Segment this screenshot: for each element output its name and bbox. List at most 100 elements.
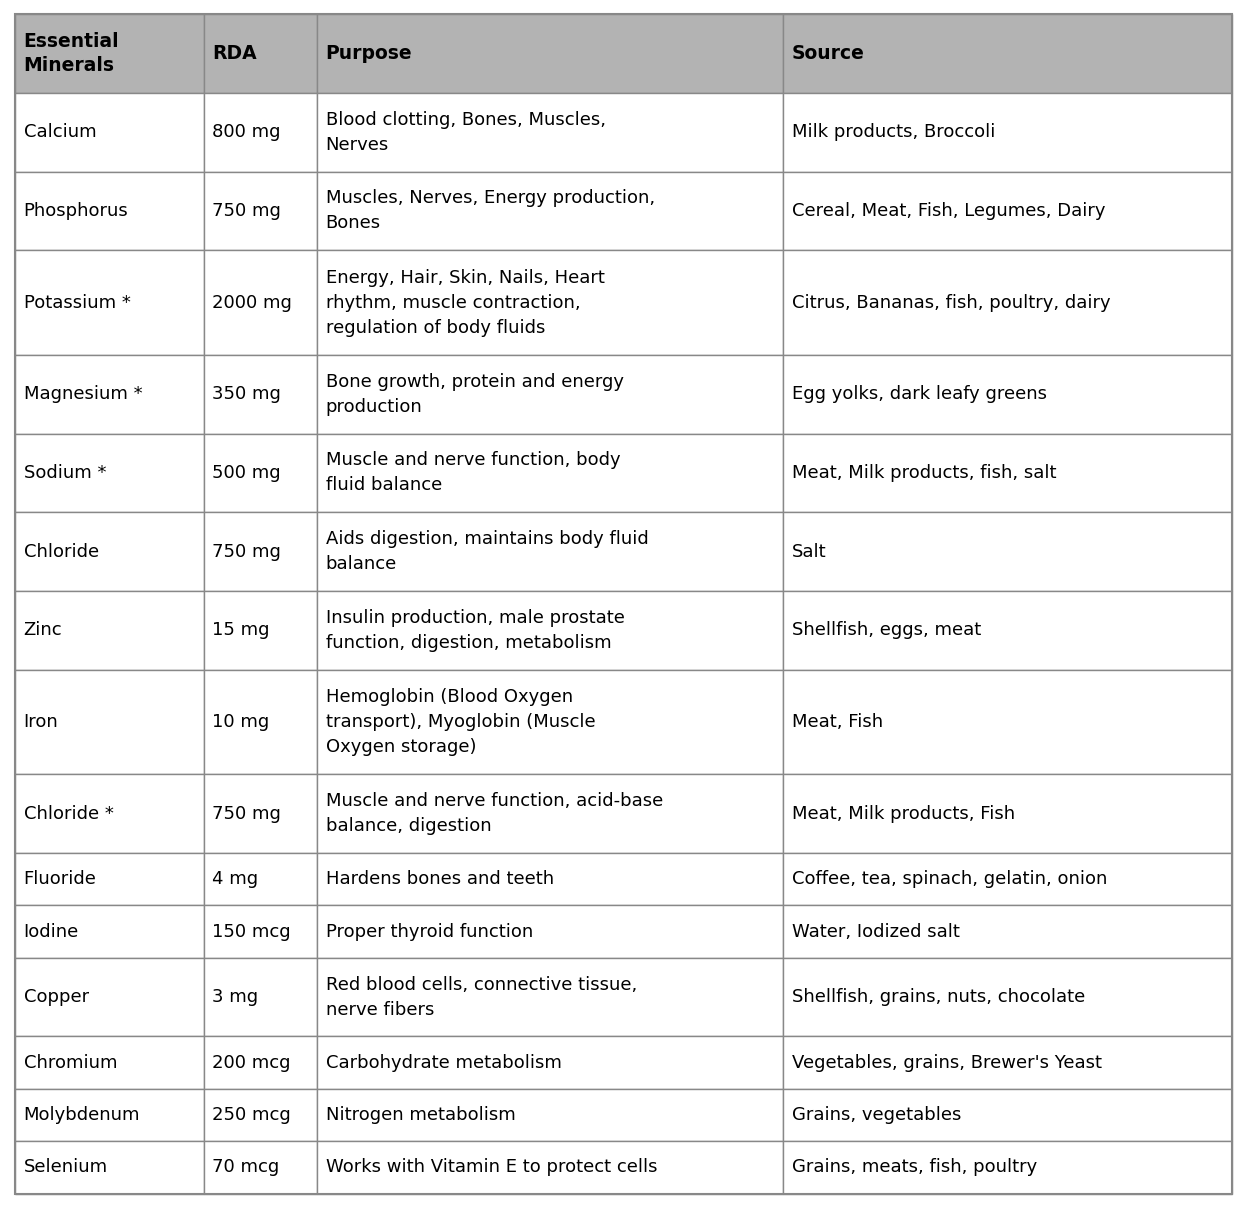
Bar	[317, 958, 783, 1036]
Text: 750 mg: 750 mg	[212, 202, 282, 220]
Bar	[15, 853, 203, 905]
Bar	[203, 591, 317, 669]
Bar	[15, 1088, 203, 1142]
Text: Sodium *: Sodium *	[24, 464, 106, 482]
Text: Red blood cells, connective tissue,
nerve fibers: Red blood cells, connective tissue, nerv…	[325, 976, 637, 1018]
Bar	[15, 905, 203, 958]
Text: Aids digestion, maintains body fluid
balance: Aids digestion, maintains body fluid bal…	[325, 530, 648, 573]
Text: Potassium *: Potassium *	[24, 294, 131, 312]
Bar	[783, 434, 1232, 512]
Bar	[317, 14, 783, 93]
Text: Nitrogen metabolism: Nitrogen metabolism	[325, 1105, 515, 1123]
Bar	[317, 669, 783, 774]
Bar	[203, 774, 317, 853]
Bar	[783, 172, 1232, 250]
Text: Cereal, Meat, Fish, Legumes, Dairy: Cereal, Meat, Fish, Legumes, Dairy	[792, 202, 1105, 220]
Bar	[15, 250, 203, 355]
Text: 10 mg: 10 mg	[212, 713, 269, 731]
Text: 70 mcg: 70 mcg	[212, 1158, 279, 1177]
Bar	[317, 434, 783, 512]
Text: Energy, Hair, Skin, Nails, Heart
rhythm, muscle contraction,
regulation of body : Energy, Hair, Skin, Nails, Heart rhythm,…	[325, 268, 605, 337]
Text: Salt: Salt	[792, 542, 827, 561]
Text: Fluoride: Fluoride	[24, 870, 96, 888]
Bar	[783, 958, 1232, 1036]
Bar	[317, 905, 783, 958]
Text: Copper: Copper	[24, 988, 89, 1006]
Text: Shellfish, grains, nuts, chocolate: Shellfish, grains, nuts, chocolate	[792, 988, 1085, 1006]
Text: 4 mg: 4 mg	[212, 870, 258, 888]
Bar	[317, 172, 783, 250]
Bar	[317, 1142, 783, 1194]
Text: Works with Vitamin E to protect cells: Works with Vitamin E to protect cells	[325, 1158, 657, 1177]
Text: 500 mg: 500 mg	[212, 464, 281, 482]
Text: Selenium: Selenium	[24, 1158, 107, 1177]
Bar	[783, 250, 1232, 355]
Bar	[783, 905, 1232, 958]
Bar	[783, 14, 1232, 93]
Text: Muscle and nerve function, body
fluid balance: Muscle and nerve function, body fluid ba…	[325, 452, 620, 494]
Text: 2000 mg: 2000 mg	[212, 294, 292, 312]
Bar	[203, 905, 317, 958]
Bar	[783, 853, 1232, 905]
Text: RDA: RDA	[212, 45, 257, 63]
Bar	[317, 591, 783, 669]
Bar	[203, 1088, 317, 1142]
Text: Source: Source	[792, 45, 864, 63]
Text: Purpose: Purpose	[325, 45, 413, 63]
Text: Chloride: Chloride	[24, 542, 99, 561]
Bar	[317, 512, 783, 591]
Text: 750 mg: 750 mg	[212, 542, 282, 561]
Text: Phosphorus: Phosphorus	[24, 202, 128, 220]
Text: 150 mcg: 150 mcg	[212, 923, 291, 941]
Text: Water, Iodized salt: Water, Iodized salt	[792, 923, 959, 941]
Text: Meat, Milk products, Fish: Meat, Milk products, Fish	[792, 805, 1015, 823]
Text: Iodine: Iodine	[24, 923, 79, 941]
Text: Chloride *: Chloride *	[24, 805, 113, 823]
Text: Magnesium *: Magnesium *	[24, 385, 142, 403]
Text: 800 mg: 800 mg	[212, 123, 281, 141]
Text: Vegetables, grains, Brewer's Yeast: Vegetables, grains, Brewer's Yeast	[792, 1053, 1101, 1071]
Bar	[783, 93, 1232, 172]
Bar	[15, 591, 203, 669]
Text: Grains, vegetables: Grains, vegetables	[792, 1105, 961, 1123]
Bar	[317, 1088, 783, 1142]
Text: Hardens bones and teeth: Hardens bones and teeth	[325, 870, 554, 888]
Bar	[15, 774, 203, 853]
Bar	[317, 355, 783, 434]
Bar	[15, 93, 203, 172]
Bar	[15, 512, 203, 591]
Bar	[15, 355, 203, 434]
Bar	[783, 512, 1232, 591]
Text: 3 mg: 3 mg	[212, 988, 258, 1006]
Bar	[15, 1142, 203, 1194]
Bar	[203, 14, 317, 93]
Text: Hemoglobin (Blood Oxygen
transport), Myoglobin (Muscle
Oxygen storage): Hemoglobin (Blood Oxygen transport), Myo…	[325, 687, 595, 756]
Text: 15 mg: 15 mg	[212, 621, 269, 639]
Bar	[783, 1036, 1232, 1088]
Text: 750 mg: 750 mg	[212, 805, 282, 823]
Text: 200 mcg: 200 mcg	[212, 1053, 291, 1071]
Text: Muscles, Nerves, Energy production,
Bones: Muscles, Nerves, Energy production, Bone…	[325, 190, 655, 232]
Bar	[783, 1088, 1232, 1142]
Text: Molybdenum: Molybdenum	[24, 1105, 140, 1123]
Bar	[203, 853, 317, 905]
Text: Proper thyroid function: Proper thyroid function	[325, 923, 532, 941]
Text: Essential
Minerals: Essential Minerals	[24, 33, 120, 75]
Text: Zinc: Zinc	[24, 621, 62, 639]
Bar	[203, 958, 317, 1036]
Bar	[783, 591, 1232, 669]
Bar	[203, 1036, 317, 1088]
Text: Carbohydrate metabolism: Carbohydrate metabolism	[325, 1053, 561, 1071]
Text: Egg yolks, dark leafy greens: Egg yolks, dark leafy greens	[792, 385, 1046, 403]
Bar	[783, 1142, 1232, 1194]
Bar	[203, 512, 317, 591]
Bar	[203, 1142, 317, 1194]
Bar	[317, 853, 783, 905]
Bar	[317, 1036, 783, 1088]
Text: Blood clotting, Bones, Muscles,
Nerves: Blood clotting, Bones, Muscles, Nerves	[325, 111, 606, 153]
Text: Iron: Iron	[24, 713, 59, 731]
Text: 250 mcg: 250 mcg	[212, 1105, 291, 1123]
Bar	[15, 172, 203, 250]
Text: Shellfish, eggs, meat: Shellfish, eggs, meat	[792, 621, 981, 639]
Text: Calcium: Calcium	[24, 123, 96, 141]
